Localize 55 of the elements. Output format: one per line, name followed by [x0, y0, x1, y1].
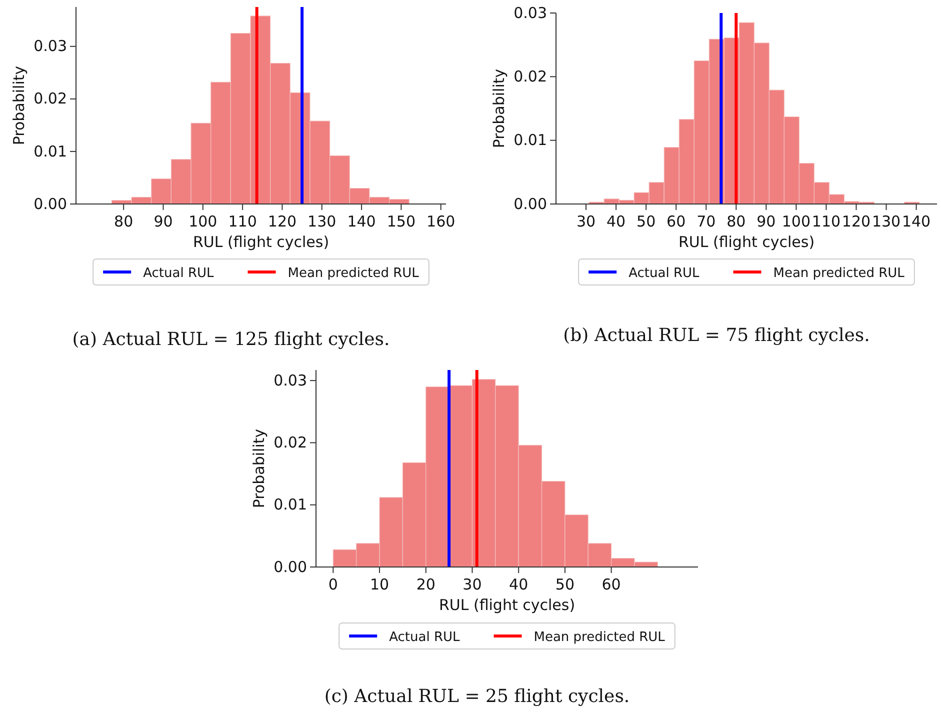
x-tick-label: 50	[555, 576, 574, 594]
x-tick-label: 120	[842, 212, 871, 230]
x-tick-label: 40	[509, 576, 528, 594]
y-tick-label: 0.01	[34, 142, 67, 160]
y-axis-title: Probability	[10, 66, 28, 146]
y-tick-label: 0.03	[514, 4, 547, 22]
x-tick-label: 130	[308, 212, 336, 230]
y-axis-title: Probability	[250, 428, 268, 508]
x-tick-label: 0	[328, 576, 338, 594]
legend-label: Actual RUL	[143, 266, 214, 281]
x-tick-label: 120	[268, 212, 297, 230]
y-tick-label: 0.03	[274, 371, 307, 390]
x-tick-label: 20	[416, 576, 436, 594]
x-axis-title: RUL (flight cycles)	[438, 596, 576, 614]
x-tick-label: 150	[386, 212, 416, 230]
y-tick-label: 0.02	[34, 90, 67, 108]
x-tick-label: 50	[636, 212, 656, 230]
x-tick-label: 60	[666, 212, 686, 230]
x-tick-label: 130	[872, 212, 901, 230]
y-tick-label: 0.03	[34, 37, 67, 56]
x-tick-label: 80	[114, 212, 134, 230]
text: (c) Actual RUL = 25 flight cycles.	[324, 686, 630, 707]
x-axis-title: RUL (flight cycles)	[678, 233, 815, 251]
x-tick-label: 60	[602, 576, 621, 594]
x-tick-label: 110	[228, 212, 257, 230]
legend-label: Actual RUL	[389, 630, 460, 645]
x-tick-label: 40	[606, 212, 626, 230]
x-tick-label: 90	[154, 212, 173, 230]
x-tick-label: 100	[782, 212, 811, 230]
x-axis-title: RUL (flight cycles)	[192, 233, 330, 251]
x-tick-label: 90	[756, 212, 776, 230]
text: (a) Actual RUL = 125 flight cycles.	[72, 329, 390, 350]
x-tick-label: 160	[426, 212, 456, 230]
legend-label: Mean predicted RUL	[534, 630, 666, 645]
text: (b) Actual RUL = 75 flight cycles.	[563, 325, 870, 346]
y-tick-label: 0.01	[514, 131, 547, 150]
x-tick-label: 70	[696, 212, 716, 230]
y-tick-label: 0.02	[274, 434, 307, 452]
y-tick-label: 0.00	[274, 558, 307, 576]
x-tick-label: 140	[347, 212, 376, 230]
legend-label: Actual RUL	[628, 266, 700, 281]
y-tick-label: 0.00	[34, 194, 67, 213]
x-tick-label: 140	[902, 212, 931, 230]
x-tick-label: 30	[462, 576, 482, 594]
x-tick-label: 10	[370, 576, 390, 594]
y-tick-label: 0.01	[274, 496, 307, 514]
x-tick-label: 110	[812, 212, 841, 230]
x-tick-label: 100	[188, 212, 218, 230]
legend-label: Mean predicted RUL	[773, 266, 906, 281]
x-tick-label: 80	[726, 212, 746, 230]
y-tick-label: 0.02	[514, 67, 547, 86]
y-axis-title: Probability	[490, 68, 508, 148]
y-tick-label: 0.00	[514, 194, 547, 213]
x-tick-label: 30	[576, 212, 596, 230]
legend-label: Mean predicted RUL	[288, 266, 420, 281]
